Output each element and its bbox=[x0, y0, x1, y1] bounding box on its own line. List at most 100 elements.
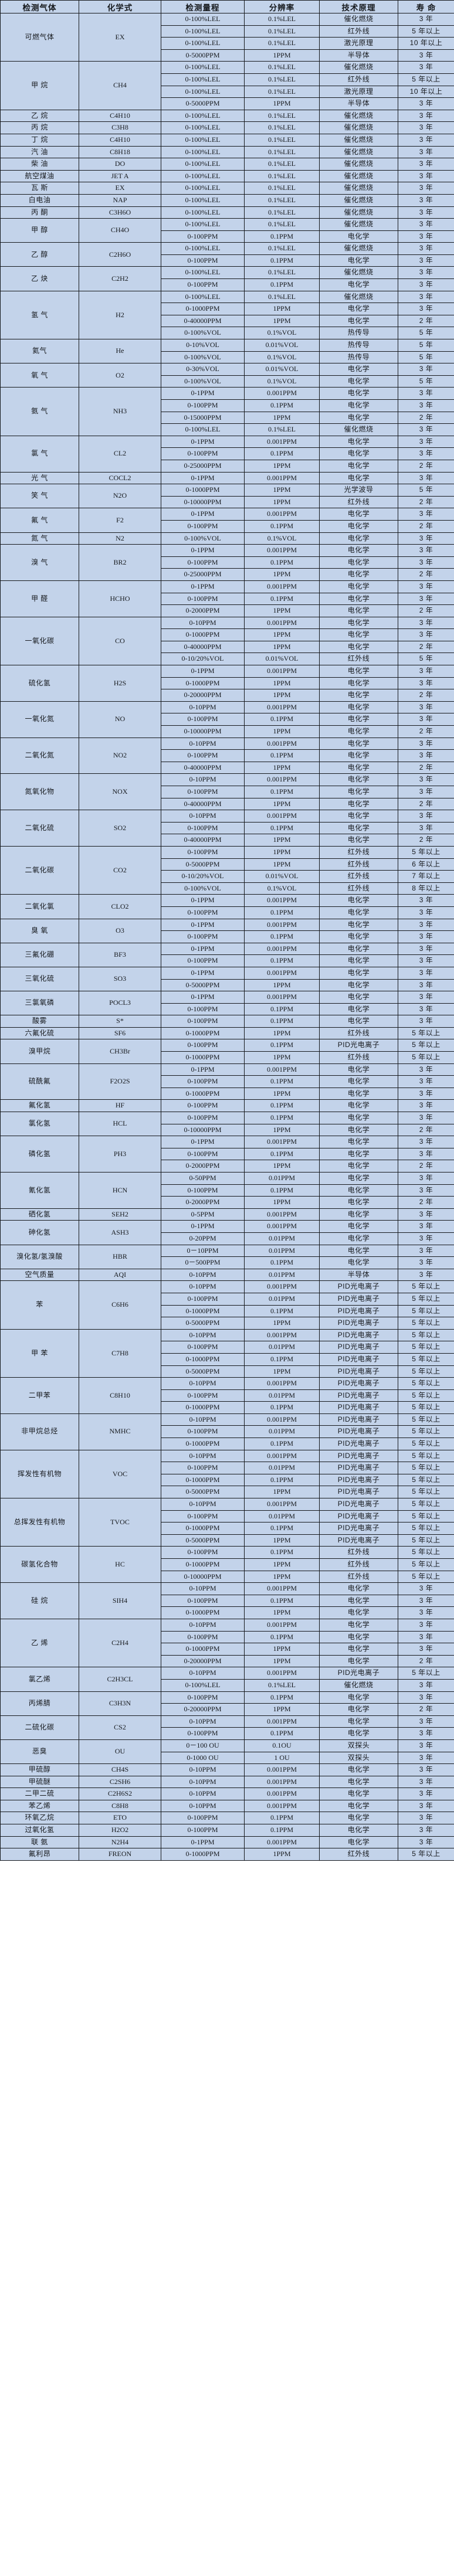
cell-detection-range: 0-20000PPM bbox=[161, 689, 245, 702]
table-row: 0-100PPM 0.01PPM PID光电离子 5 年以上 bbox=[1, 1292, 454, 1306]
cell-lifetime: 5 年以上 bbox=[398, 1498, 454, 1511]
cell-chemical-formula: CH3Br bbox=[79, 1039, 161, 1064]
cell-gas-name: 瓦 斯 bbox=[0, 182, 79, 195]
cell-lifetime: 3 年 bbox=[398, 290, 454, 304]
cell-detection-range: 0-10PPM bbox=[161, 810, 245, 823]
cell-gas-name: 砷化氢 bbox=[0, 1220, 79, 1245]
cell-lifetime: 5 年以上 bbox=[398, 25, 454, 38]
cell-chemical-formula: SEH2 bbox=[79, 1208, 161, 1221]
cell-technology: 电化学 bbox=[319, 303, 398, 315]
cell-resolution: 1PPM bbox=[244, 411, 320, 424]
cell-technology: 电化学 bbox=[319, 1691, 398, 1704]
table-row: 乙 炔 C2H2 0-100%LEL 0.1%LEL 催化燃烧 3 年 bbox=[0, 266, 454, 291]
table-row: 三氟化硼 BF3 0-1PPM 0.001PPM 电化学 3 年 bbox=[0, 942, 454, 967]
cell-technology: PID光电离子 bbox=[319, 1667, 398, 1680]
cell-gas-name: 乙 醇 bbox=[0, 242, 79, 267]
cell-detection-range: 0-100PPM bbox=[161, 713, 245, 726]
cell-resolution: 0.1PPM bbox=[244, 1304, 320, 1318]
cell-chemical-formula: ASH3 bbox=[79, 1220, 161, 1245]
cell-lifetime: 2 年 bbox=[398, 519, 454, 533]
cell-technology: PID光电离子 bbox=[319, 1304, 398, 1318]
table-row: 环氧乙烷 ETO 0-100PPM 0.1PPM 电化学 3 年 bbox=[0, 1812, 454, 1825]
table-row: 0-5000PPM 1PPM PID光电离子 5 年以上 bbox=[1, 1534, 454, 1547]
cell-lifetime: 3 年 bbox=[398, 966, 454, 980]
cell-resolution: 0.001PPM bbox=[244, 1413, 320, 1426]
cell-lifetime: 2 年 bbox=[398, 689, 454, 702]
cell-lifetime: 5 年 bbox=[398, 375, 454, 388]
table-row: 0-100%VOL 0.1%VOL 热传导 5 年 bbox=[1, 351, 454, 364]
cell-technology: 电化学 bbox=[319, 592, 398, 606]
cell-resolution: 0.1%LEL bbox=[244, 13, 320, 26]
cell-lifetime: 3 年 bbox=[398, 1112, 454, 1124]
cell-technology: 电化学 bbox=[319, 737, 398, 750]
table-row: 甲 醇 CH4O 0-100%LEL 0.1%LEL 催化燃烧 3 年 bbox=[0, 218, 454, 243]
table-row: 联 氨 N2H4 0-1PPM 0.001PPM 电化学 3 年 bbox=[0, 1836, 454, 1849]
cell-technology: 电化学 bbox=[319, 1087, 398, 1100]
cell-technology: 红外线 bbox=[319, 1546, 398, 1559]
column-header-range: 检测量程 bbox=[161, 0, 245, 13]
cell-resolution: 1PPM bbox=[244, 1051, 320, 1064]
cell-lifetime: 3 年 bbox=[398, 447, 454, 460]
cell-chemical-formula: C2H4 bbox=[79, 1618, 161, 1668]
cell-technology: PID光电离子 bbox=[319, 1510, 398, 1523]
table-row: 0-100%VOL 0.1%VOL 电化学 5 年 bbox=[1, 375, 454, 388]
cell-chemical-formula: OU bbox=[79, 1739, 161, 1765]
table-row: 0-1000PPM 1PPM 电化学 3 年 bbox=[1, 628, 454, 641]
cell-gas-name: 甲 醛 bbox=[0, 580, 79, 617]
cell-resolution: 0.01PPM bbox=[244, 1389, 320, 1402]
cell-gas-name: 六氟化硫 bbox=[0, 1027, 79, 1040]
cell-technology: 电化学 bbox=[319, 471, 398, 485]
table-row: 0-1000PPM 1PPM 电化学 3 年 bbox=[1, 303, 454, 315]
table-row: 0-20000PPM 1PPM 电化学 2 年 bbox=[1, 1703, 454, 1716]
cell-lifetime: 3 年 bbox=[398, 1715, 454, 1728]
cell-detection-range: 0-10PPM bbox=[161, 1413, 245, 1426]
cell-technology: 电化学 bbox=[319, 568, 398, 581]
cell-technology: 电化学 bbox=[319, 399, 398, 412]
cell-technology: 电化学 bbox=[319, 1582, 398, 1595]
cell-detection-range: 0-100PPM bbox=[161, 254, 245, 267]
table-row: 苯乙烯 C8H8 0-10PPM 0.001PPM 电化学 3 年 bbox=[0, 1799, 454, 1813]
cell-lifetime: 3 年 bbox=[398, 1244, 454, 1258]
cell-technology: 电化学 bbox=[319, 1208, 398, 1221]
cell-lifetime: 3 年 bbox=[398, 508, 454, 521]
table-row: 二氧化碳 CO2 0-100PPM 1PPM 红外线 5 年以上 bbox=[0, 845, 454, 895]
cell-gas-name: 甲 苯 bbox=[0, 1328, 79, 1378]
table-row: 0-100PPM 0.1PPM 电化学 3 年 bbox=[1, 230, 454, 243]
cell-chemical-formula: HC bbox=[79, 1546, 161, 1583]
table-row: 0-5000PPM 1PPM PID光电离子 5 年以上 bbox=[1, 1317, 454, 1330]
table-row: 酸雾 S* 0-100PPM 0.1PPM 电化学 3 年 bbox=[0, 1015, 454, 1028]
table-row: 0-100PPM 0.1PPM 电化学 3 年 bbox=[1, 786, 454, 798]
cell-chemical-formula: CO bbox=[79, 616, 161, 666]
cell-resolution: 1PPM bbox=[244, 1365, 320, 1378]
cell-lifetime: 3 年 bbox=[398, 894, 454, 907]
cell-resolution: 0.001PPM bbox=[244, 508, 320, 521]
cell-lifetime: 5 年以上 bbox=[398, 1570, 454, 1583]
cell-resolution: 0.001PPM bbox=[244, 1328, 320, 1342]
cell-gas-name: 一氧化碳 bbox=[0, 616, 79, 666]
cell-detection-range: 0-100PPM bbox=[161, 821, 245, 835]
cell-technology: 电化学 bbox=[319, 1618, 398, 1632]
cell-detection-range: 0-100PPM bbox=[161, 1184, 245, 1197]
cell-detection-range: 0-100%LEL bbox=[161, 158, 245, 171]
table-row: 0-100PPM 0.1PPM 电化学 3 年 bbox=[1, 1594, 454, 1608]
cell-resolution: 1PPM bbox=[244, 1654, 320, 1668]
cell-technology: PID光电离子 bbox=[319, 1534, 398, 1547]
cell-lifetime: 2 年 bbox=[398, 495, 454, 509]
cell-detection-range: 0-5000PPM bbox=[161, 1317, 245, 1330]
cell-lifetime: 3 年 bbox=[398, 773, 454, 786]
cell-technology: 电化学 bbox=[319, 1824, 398, 1837]
cell-lifetime: 3 年 bbox=[398, 1582, 454, 1595]
cell-detection-range: 0-100PPM bbox=[161, 930, 245, 943]
cell-resolution: 0.1PPM bbox=[244, 592, 320, 606]
cell-lifetime: 10 年以上 bbox=[398, 85, 454, 98]
cell-detection-range: 0-10/20%VOL bbox=[161, 653, 245, 666]
cell-technology: 红外线 bbox=[319, 882, 398, 895]
cell-lifetime: 3 年 bbox=[398, 169, 454, 183]
cell-resolution: 0.001PPM bbox=[244, 580, 320, 593]
cell-resolution: 0.1PPM bbox=[244, 713, 320, 726]
cell-chemical-formula: H2O2 bbox=[79, 1824, 161, 1837]
cell-detection-range: 0-10PPM bbox=[161, 1328, 245, 1342]
cell-resolution: 1PPM bbox=[244, 1534, 320, 1547]
cell-detection-range: 0-100%LEL bbox=[161, 133, 245, 147]
cell-detection-range: 0-100PPM bbox=[161, 592, 245, 606]
